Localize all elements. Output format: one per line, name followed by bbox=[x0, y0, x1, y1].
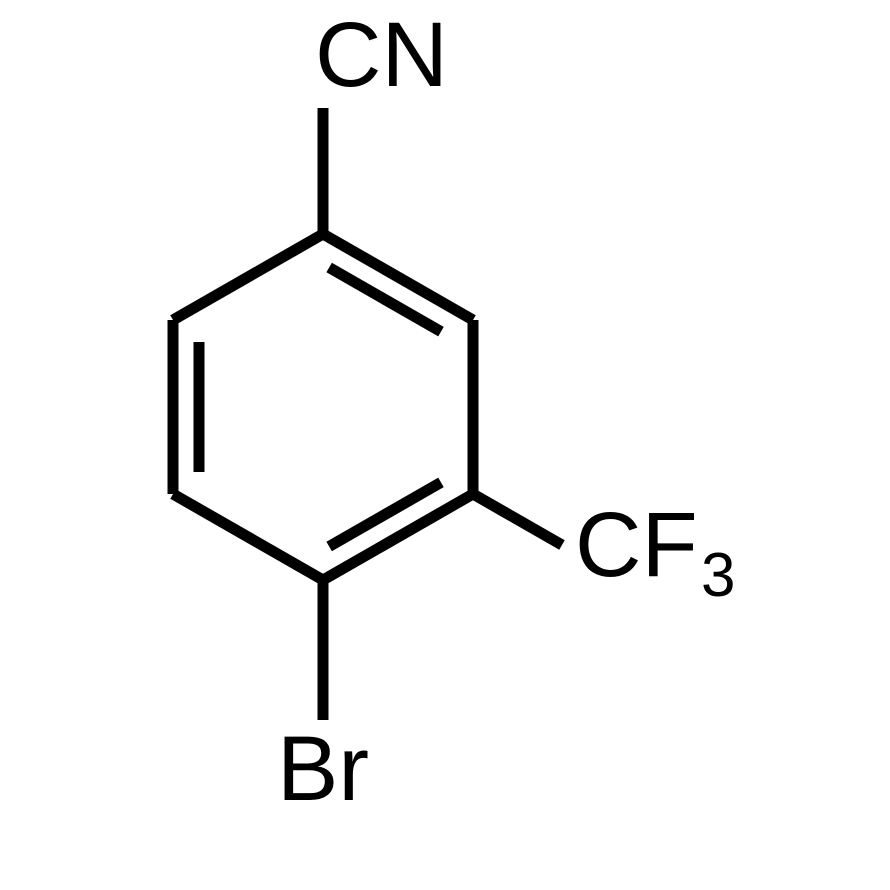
bond-to-cf3 bbox=[473, 494, 562, 545]
label-cn: CN bbox=[315, 4, 448, 106]
ring-inner-bond bbox=[329, 267, 441, 331]
ring-bond bbox=[173, 234, 323, 320]
ring-inner-bond bbox=[329, 482, 441, 546]
molecule-diagram: CN CF3 Br bbox=[0, 0, 890, 890]
label-cf3: CF bbox=[575, 494, 698, 596]
ring-bond bbox=[173, 494, 323, 580]
label-br: Br bbox=[277, 718, 369, 820]
label-cf3-sub: 3 bbox=[701, 541, 735, 610]
